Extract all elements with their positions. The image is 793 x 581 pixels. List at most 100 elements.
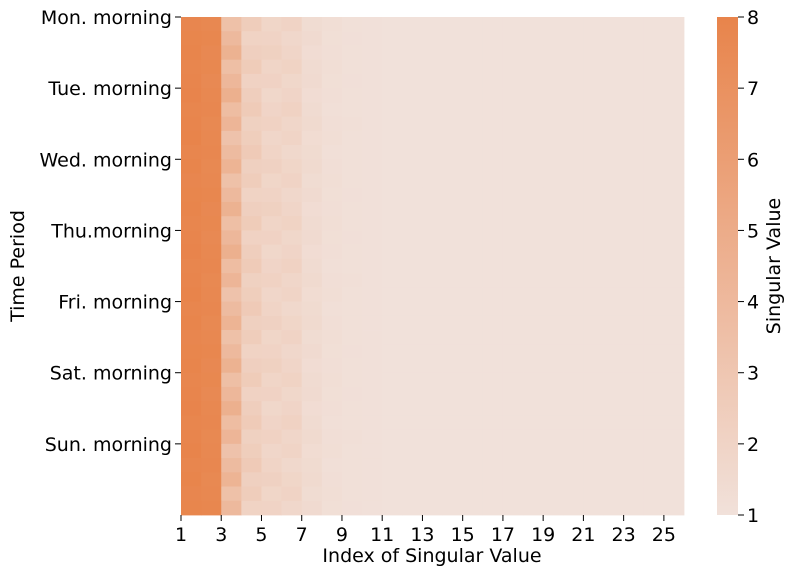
heatmap-cell	[462, 216, 484, 231]
heatmap-cell	[321, 216, 343, 231]
heatmap-cell	[181, 145, 202, 160]
heatmap-cell	[301, 59, 323, 75]
heatmap-cell	[362, 443, 383, 459]
heatmap-cell	[382, 116, 403, 132]
heatmap-cell	[321, 116, 343, 132]
heatmap-cell	[442, 500, 464, 516]
heatmap-cell	[201, 401, 222, 416]
heatmap-cell	[281, 287, 303, 302]
heatmap-cell	[321, 386, 343, 402]
heatmap-cell	[442, 130, 464, 146]
heatmap-cell	[442, 344, 464, 359]
heatmap-cell	[281, 386, 303, 402]
heatmap-cell	[643, 59, 665, 75]
heatmap-cell	[261, 472, 282, 487]
heatmap-cell	[221, 344, 242, 359]
heatmap-cell	[422, 386, 443, 402]
heatmap-cell	[663, 130, 685, 146]
heatmap-cell	[643, 358, 665, 374]
heatmap-cell	[402, 458, 423, 473]
heatmap-cell	[502, 358, 524, 374]
heatmap-cell	[221, 31, 242, 46]
heatmap-cell	[563, 258, 584, 274]
heatmap-cell	[422, 88, 443, 103]
heatmap-cell	[221, 73, 242, 89]
heatmap-cell	[603, 486, 625, 502]
heatmap-cell	[523, 187, 544, 203]
heatmap-cell	[603, 230, 625, 246]
heatmap-cell	[321, 201, 343, 217]
heatmap-cell	[422, 201, 443, 217]
y-tick-label: Wed. morning	[39, 149, 172, 171]
heatmap-cell	[462, 458, 484, 473]
heatmap-cell	[402, 287, 423, 302]
heatmap-cell	[321, 187, 343, 203]
heatmap-cell	[382, 59, 403, 75]
x-tick-label: 17	[491, 524, 515, 546]
heatmap-cell	[623, 201, 645, 217]
heatmap-cell	[523, 429, 544, 445]
heatmap-cell	[482, 344, 504, 359]
heatmap-cell	[241, 102, 262, 117]
heatmap-cell	[221, 315, 242, 331]
heatmap-cell	[583, 443, 604, 459]
heatmap-cell	[241, 472, 262, 487]
heatmap-cell	[442, 73, 464, 89]
heatmap-cell	[422, 315, 443, 331]
x-axis-label: Index of Singular Value	[322, 545, 541, 567]
heatmap-cell	[583, 358, 604, 374]
heatmap-cell	[442, 258, 464, 274]
heatmap-cell	[221, 330, 242, 345]
heatmap-cell	[382, 315, 403, 331]
heatmap-cell	[462, 102, 484, 117]
heatmap-cell	[301, 17, 323, 32]
heatmap-cell	[402, 187, 423, 203]
heatmap-cell	[523, 244, 544, 260]
heatmap-cell	[261, 415, 282, 431]
heatmap-cell	[382, 330, 403, 345]
heatmap-cell	[341, 145, 363, 160]
heatmap-cell	[281, 429, 303, 445]
heatmap-cell	[523, 216, 544, 231]
heatmap-cell	[462, 429, 484, 445]
heatmap-cell	[241, 315, 262, 331]
heatmap-cell	[341, 102, 363, 117]
heatmap-cell	[502, 159, 524, 174]
heatmap-cell	[462, 287, 484, 302]
heatmap-cell	[241, 59, 262, 75]
heatmap-cell	[502, 443, 524, 459]
heatmap-cell	[482, 401, 504, 416]
heatmap-cell	[341, 315, 363, 331]
heatmap-cell	[281, 486, 303, 502]
heatmap-cell	[663, 330, 685, 345]
heatmap-cell	[482, 500, 504, 516]
heatmap-cell	[402, 315, 423, 331]
heatmap-cell	[563, 330, 584, 345]
heatmap-cell	[643, 130, 665, 146]
heatmap-cell	[341, 230, 363, 246]
heatmap-cell	[643, 486, 665, 502]
heatmap-cell	[623, 88, 645, 103]
heatmap-cell	[502, 472, 524, 487]
colorbar-tick-label: 6	[747, 149, 759, 171]
heatmap-cell	[543, 301, 564, 317]
heatmap-cell	[402, 201, 423, 217]
heatmap-cell	[321, 88, 343, 103]
heatmap-cell	[281, 244, 303, 260]
heatmap-cell	[603, 358, 625, 374]
heatmap-cell	[402, 73, 423, 89]
heatmap-cell	[261, 88, 282, 103]
y-axis-label: Time Period	[7, 210, 29, 323]
heatmap-cell	[663, 88, 685, 103]
heatmap-cell	[201, 230, 222, 246]
heatmap-cell	[583, 216, 604, 231]
heatmap-cell	[221, 472, 242, 487]
heatmap-cell	[341, 458, 363, 473]
heatmap-cell	[301, 258, 323, 274]
heatmap-cell	[241, 88, 262, 103]
heatmap-cell	[523, 401, 544, 416]
heatmap-cell	[201, 244, 222, 260]
heatmap-cell	[362, 159, 383, 174]
heatmap-cell	[362, 145, 383, 160]
heatmap-cell	[261, 230, 282, 246]
